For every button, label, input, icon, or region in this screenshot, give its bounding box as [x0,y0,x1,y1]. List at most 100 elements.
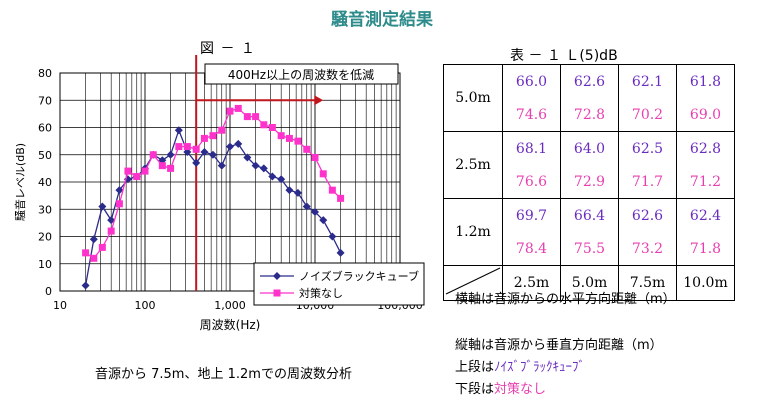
column-header: 10.0m [676,265,735,301]
data-point-s1 [166,150,175,159]
note-upper-value: ﾉｲｽﾞﾌﾞﾗｯｸｷｭｰﾌﾞ [494,360,586,375]
note-lower-value: 対策なし [494,382,547,397]
annotation-text: 400Hz以上の周波数を低減 [228,67,374,82]
data-point-s1 [183,148,192,157]
data-point-s2 [149,151,157,159]
x-tick-label: 100 [135,299,156,312]
data-point-s2 [328,186,336,194]
note-upper-prefix: 上段は [455,360,495,375]
table-cell-upper: 62.6 [618,198,677,232]
table-title: 表 － １ Ｌ(5)dB [510,48,618,64]
table-cell-lower: 71.8 [676,232,735,266]
table-cell-upper: 66.0 [502,64,561,98]
data-point-s2 [234,104,242,112]
y-tick-label: 10 [38,258,52,271]
annotation-box [204,63,399,85]
table-cell-lower: 71.7 [618,165,677,199]
table-cell-upper: 62.6 [560,64,619,98]
data-point-s2 [218,126,226,134]
y-tick-label: 20 [38,231,52,244]
data-point-s2 [133,173,141,181]
data-point-s1 [268,172,277,181]
data-point-s1 [98,202,107,211]
data-point-s1 [107,216,116,225]
legend-label-2: 対策なし [299,286,343,300]
column-header: 5.0m [560,265,619,301]
y-tick-label: 60 [38,122,52,135]
data-point-s2 [277,132,285,140]
data-point-s1 [302,202,311,211]
note-horizontal: 横軸は音源からの水平方向距離（m） [455,292,676,307]
legend-marker-1 [273,272,281,280]
x-tick-label: 10 [53,299,67,312]
y-axis-label: 騒音レベル(dB) [13,143,27,221]
table-cell-lower: 72.8 [560,98,619,132]
table-cell-upper: 64.0 [560,131,619,165]
data-point-s1 [200,148,209,157]
y-tick-label: 40 [38,176,52,189]
data-point-s2 [268,124,276,131]
reduction-arrowhead [314,95,324,106]
x-tick-label: 1,000 [214,299,246,312]
data-point-s2 [285,134,293,142]
data-point-s2 [175,143,183,151]
data-point-s2 [337,194,345,202]
table-cell-lower: 73.2 [618,232,677,266]
data-point-s1 [259,164,268,173]
table-row: 1.2m 69.7 66.4 62.6 62.4 [443,198,735,266]
note-upper: 上段はﾉｲｽﾞﾌﾞﾗｯｸｷｭｰﾌﾞ [455,356,585,375]
data-point-s2 [183,143,191,151]
table-cell-upper: 68.1 [502,131,561,165]
data-point-s2 [319,170,327,178]
row-label: 5.0m [443,64,503,132]
data-point-s2 [294,137,302,145]
table-cell-upper: 62.5 [618,131,677,165]
y-tick-label: 80 [38,67,52,80]
data-point-s2 [260,121,268,129]
table-cell-upper: 62.4 [676,198,735,232]
table-column-header-row: 2.5m 5.0m 7.5m 10.0m [443,265,735,301]
data-point-s1 [311,207,319,216]
legend-label-1: ノイズブラックキューブ [299,269,419,283]
table-cell-upper: 62.1 [618,64,677,98]
table-cell-upper: 61.8 [676,64,735,98]
y-tick-label: 30 [38,203,52,216]
data-point-s2 [167,164,175,172]
data-point-s1 [208,150,217,159]
data-point-s1 [336,248,345,257]
note-vertical: 縦軸は音源から垂直方向距離（m） [455,338,663,353]
data-point-s2 [200,134,208,142]
data-point-s2 [311,153,319,161]
noise-table: 5.0m 66.0 62.6 62.1 61.8 74.6 72.8 70.2 69.0 2.5m… [443,64,735,301]
data-point-s1 [226,142,234,151]
data-point-s2 [115,200,123,208]
figure-label: 図 － １ [200,41,256,57]
table-cell-lower: 75.5 [560,232,619,266]
data-point-s2 [98,243,106,251]
data-point-s2 [107,227,115,235]
data-point-s2 [303,145,311,153]
legend-box [253,262,425,306]
y-tick-label: 70 [38,94,52,107]
data-point-s2 [226,107,234,115]
data-point-s2 [158,162,166,170]
table-cell-lower: 72.9 [560,165,619,199]
y-tick-label: 50 [38,149,52,162]
data-point-s1 [277,175,286,184]
row-label: 1.2m [443,198,503,266]
table-cell-upper: 66.4 [560,198,619,232]
data-point-s1 [293,188,302,197]
column-header: 2.5m [502,265,561,301]
column-header: 7.5m [618,265,677,301]
data-point-s1 [319,216,328,225]
row-label: 2.5m [443,131,503,199]
data-point-s2 [209,132,217,140]
x-axis-label: 周波数(Hz) [200,317,261,332]
corner-diagonal [445,267,501,295]
table-cell-lower: 78.4 [502,232,561,266]
data-point-s2 [192,145,200,153]
grid-layer [59,72,401,292]
data-point-s2 [124,167,132,175]
